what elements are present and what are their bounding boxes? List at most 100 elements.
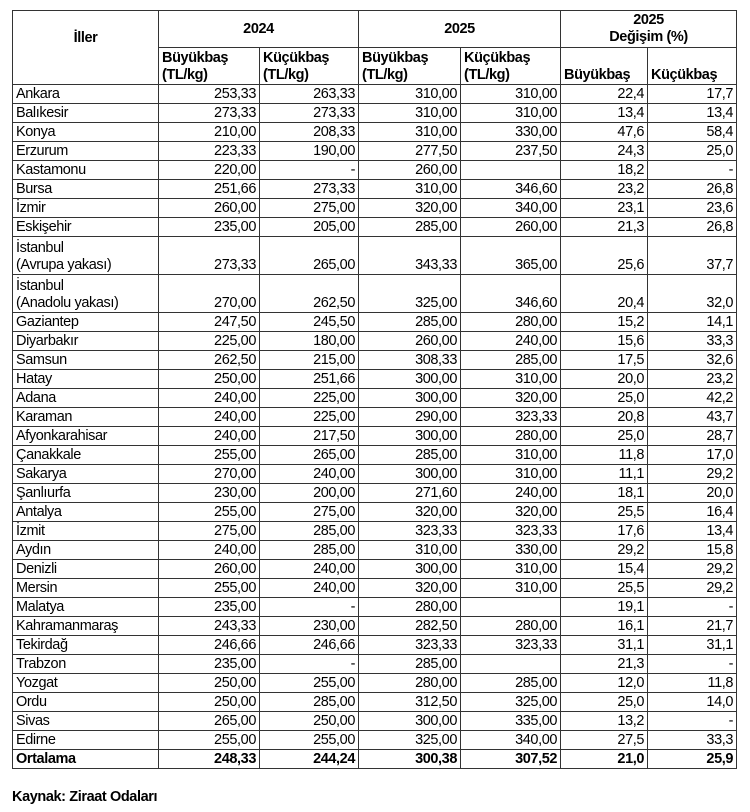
cell-province: Tekirdağ	[12, 635, 159, 655]
cell-cattle-change: 21,3	[560, 217, 649, 237]
cell-cattle-2024: 270,00	[158, 274, 260, 313]
cell-sheep-change: 32,6	[647, 350, 738, 370]
cell-sheep-2025: 260,00	[460, 217, 562, 237]
cell-sheep-change: -	[647, 654, 738, 674]
cell-sheep-2025: 307,52	[460, 749, 562, 769]
cell-cattle-change: 23,2	[560, 179, 649, 199]
table-row: Erzurum 223,33 190,00 277,50 237,50 24,3 25,0	[12, 141, 738, 161]
cell-sheep-2024: 245,50	[258, 312, 360, 332]
cell-sheep-2025: 310,00	[460, 559, 562, 579]
cell-cattle-2024: 235,00	[158, 654, 260, 674]
cell-cattle-change: 15,2	[560, 312, 649, 332]
cell-province: Mersin	[12, 578, 159, 598]
cell-cattle-2024: 240,00	[158, 426, 260, 446]
cell-sheep-change: 26,8	[647, 179, 738, 199]
cell-sheep-2025: 335,00	[460, 711, 562, 731]
cell-cattle-2024: 273,33	[158, 103, 260, 123]
cell-cattle-change: 27,5	[560, 730, 649, 750]
cell-sheep-change: 25,9	[647, 749, 738, 769]
cell-sheep-change: 28,7	[647, 426, 738, 446]
cell-cattle-change: 31,1	[560, 635, 649, 655]
cell-cattle-2024: 240,00	[158, 540, 260, 560]
cell-cattle-change: 18,2	[560, 160, 649, 180]
cell-cattle-2025: 343,33	[358, 236, 462, 275]
table-row: Sivas 265,00 250,00 300,00 335,00 13,2-	[12, 711, 738, 731]
cell-province: Adana	[12, 388, 159, 408]
table-row: Kastamonu 220,00-260,00 18,2-	[12, 160, 738, 180]
table-row: Çanakkale 255,00 265,00 285,00 310,00 11,8 17,…	[12, 445, 738, 465]
cell-sheep-change: 31,1	[647, 635, 738, 655]
header-change-label: Değişim (%)	[609, 29, 688, 45]
cell-sheep-2024: 251,66	[258, 369, 360, 389]
cell-sheep-2025: 280,00	[460, 616, 562, 636]
cell-cattle-2024: 262,50	[158, 350, 260, 370]
header-province: İller	[12, 10, 159, 85]
cell-province: Gaziantep	[12, 312, 159, 332]
cell-sheep-2025	[460, 654, 562, 674]
cell-sheep-2024: 265,00	[258, 236, 360, 275]
table-row: Kahramanmaraş 243,33 230,00 282,50 280,00 16,…	[12, 616, 738, 636]
cell-province: Malatya	[12, 597, 159, 617]
table-row: Konya 210,00 208,33 310,00 330,00 47,6 58,4	[12, 122, 738, 142]
cell-sheep-2025: 330,00	[460, 122, 562, 142]
cell-cattle-2024: 265,00	[158, 711, 260, 731]
cell-sheep-change: 23,6	[647, 198, 738, 218]
cell-sheep-2025: 323,33	[460, 407, 562, 427]
header-sheep-2025: Küçükbaş (TL/kg)	[460, 47, 562, 85]
cell-cattle-2024: 250,00	[158, 692, 260, 712]
cell-sheep-2024: -	[258, 654, 360, 674]
cell-cattle-2024: 240,00	[158, 407, 260, 427]
cell-sheep-change: 42,2	[647, 388, 738, 408]
cell-sheep-2024: 285,00	[258, 692, 360, 712]
table-row: Mersin 255,00 240,00 320,00 310,00 25,5 29,2	[12, 578, 738, 598]
cell-sheep-2024: 180,00	[258, 331, 360, 351]
cell-sheep-2024: 273,33	[258, 103, 360, 123]
cell-cattle-change: 12,0	[560, 673, 649, 693]
cell-sheep-2025: 340,00	[460, 198, 562, 218]
table-row: Ordu 250,00 285,00 312,50 325,00 25,0 14,0	[12, 692, 738, 712]
cell-cattle-change: 18,1	[560, 483, 649, 503]
cell-cattle-2025: 300,00	[358, 559, 462, 579]
cell-province: Ordu	[12, 692, 159, 712]
cell-sheep-2024: 240,00	[258, 559, 360, 579]
table-row: Bursa 251,66 273,33 310,00 346,60 23,2 26,8	[12, 179, 738, 199]
cell-sheep-2024: 225,00	[258, 388, 360, 408]
cell-sheep-2024: 255,00	[258, 730, 360, 750]
cell-province: Ankara	[12, 84, 159, 104]
cell-sheep-2024: 255,00	[258, 673, 360, 693]
cell-cattle-2025: 300,00	[358, 711, 462, 731]
table-row: İzmit 275,00 285,00 323,33 323,33 17,6 13,4	[12, 521, 738, 541]
cell-cattle-2025: 290,00	[358, 407, 462, 427]
cell-sheep-change: 14,1	[647, 312, 738, 332]
table-row: Denizli 260,00 240,00 300,00 310,00 15,4 29,2	[12, 559, 738, 579]
cell-cattle-2024: 251,66	[158, 179, 260, 199]
header-2024: 2024	[157, 10, 360, 48]
cell-sheep-2024: 250,00	[258, 711, 360, 731]
cell-sheep-2024: 230,00	[258, 616, 360, 636]
cell-province: Kastamonu	[12, 160, 159, 180]
cell-sheep-change: 29,2	[647, 578, 738, 598]
cell-cattle-2025: 285,00	[358, 654, 462, 674]
cell-cattle-change: 25,0	[560, 388, 649, 408]
cell-cattle-2024: 255,00	[158, 578, 260, 598]
cell-sheep-change: 11,8	[647, 673, 738, 693]
cell-sheep-2025: 365,00	[460, 236, 562, 275]
cell-sheep-2025: 285,00	[460, 350, 562, 370]
cell-cattle-change: 24,3	[560, 141, 649, 161]
cell-province: Aydın	[12, 540, 159, 560]
cell-sheep-2025: 280,00	[460, 312, 562, 332]
cell-cattle-2025: 323,33	[358, 521, 462, 541]
cell-cattle-2024: 270,00	[158, 464, 260, 484]
cell-cattle-change: 29,2	[560, 540, 649, 560]
cell-sheep-2024: 225,00	[258, 407, 360, 427]
cell-cattle-2025: 260,00	[358, 331, 462, 351]
cell-sheep-change: 21,7	[647, 616, 738, 636]
cell-sheep-2024: 205,00	[258, 217, 360, 237]
cell-cattle-change: 21,0	[560, 749, 649, 769]
cell-sheep-change: 32,0	[647, 274, 738, 313]
cell-cattle-2025: 320,00	[358, 198, 462, 218]
cell-province: Sakarya	[12, 464, 159, 484]
table-row: Samsun 262,50 215,00 308,33 285,00 17,5 32,6	[12, 350, 738, 370]
cell-province: Eskişehir	[12, 217, 159, 237]
cell-cattle-2024: 220,00	[158, 160, 260, 180]
